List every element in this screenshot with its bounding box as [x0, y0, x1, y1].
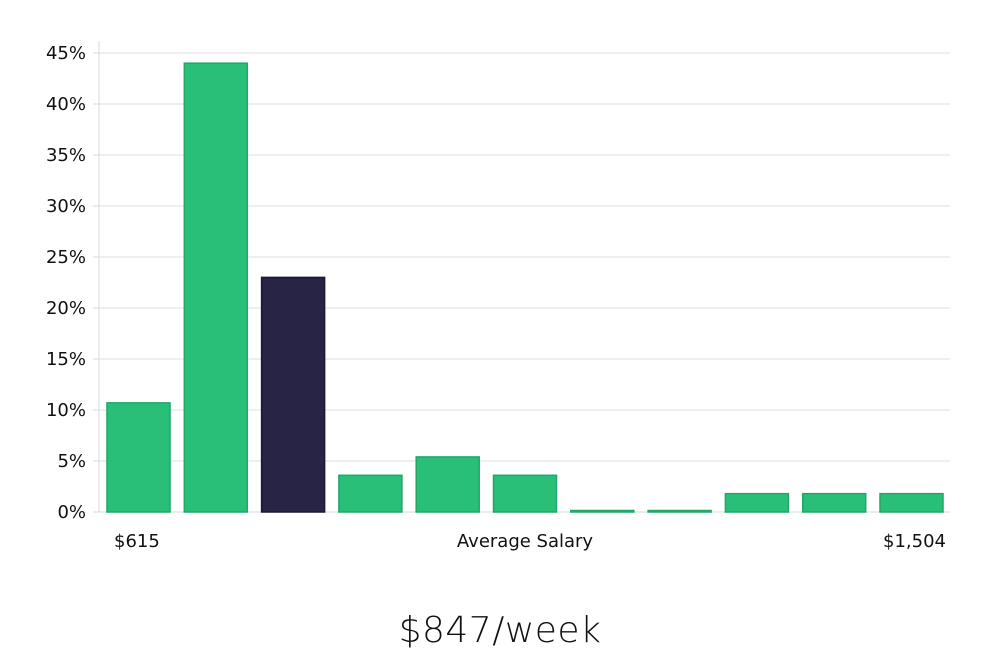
y-tick-label: 45%: [46, 43, 86, 64]
salary-histogram: 0% 5% 10% 15% 20% 25% 30% 35% 40% 45% $615 Averag…: [46, 41, 950, 552]
y-axis-ticks: 0% 5% 10% 15% 20% 25% 30% 35% 40% 45%: [46, 43, 950, 523]
y-tick-label: 30%: [46, 196, 86, 217]
x-axis-title: Average Salary: [457, 531, 594, 552]
y-tick-label: 25%: [46, 247, 86, 268]
bars: [106, 62, 944, 513]
average-salary-value: $847/week: [398, 610, 602, 651]
bar-highlighted: [260, 276, 326, 513]
bar: [338, 474, 403, 513]
y-tick-label: 35%: [46, 145, 86, 166]
bar: [492, 474, 558, 513]
x-min-label: $615: [114, 531, 160, 552]
y-tick-label: 20%: [46, 298, 86, 319]
bar: [647, 509, 712, 513]
bar: [570, 509, 635, 513]
y-tick-label: 5%: [57, 451, 86, 472]
y-tick-label: 15%: [46, 349, 86, 370]
bar: [183, 62, 249, 513]
y-tick-label: 10%: [46, 400, 86, 421]
y-tick-label: 40%: [46, 94, 86, 115]
bar: [801, 492, 867, 513]
bar: [879, 492, 944, 513]
bar: [106, 402, 171, 513]
y-tick-label: 0%: [57, 502, 86, 523]
x-max-label: $1,504: [883, 531, 946, 552]
bar: [724, 492, 790, 513]
bar: [415, 456, 480, 513]
